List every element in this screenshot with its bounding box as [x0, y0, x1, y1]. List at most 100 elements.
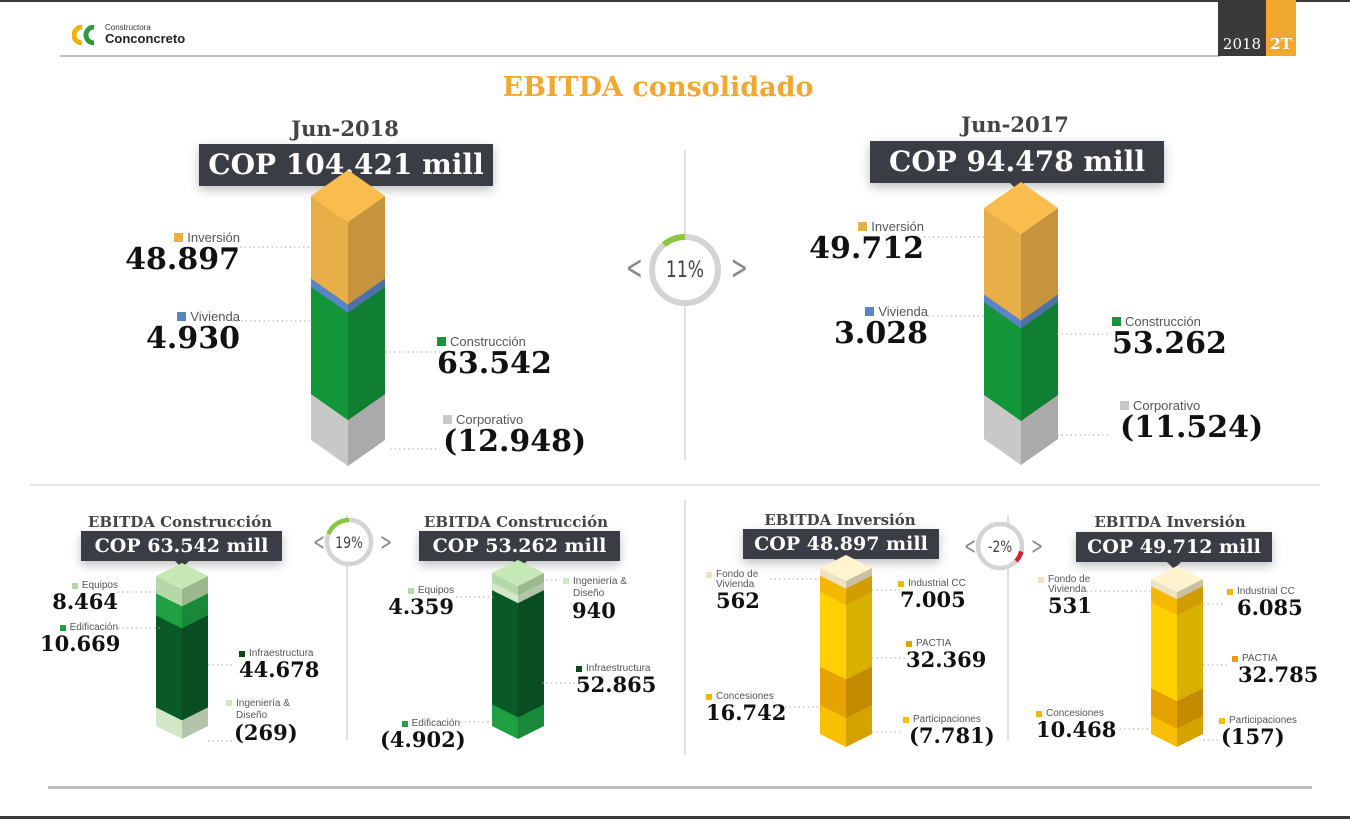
divider-bottom-center	[684, 500, 686, 755]
section-title-inversion-2018: EBITDA Inversión	[764, 511, 916, 529]
legend-swatch-corporativo	[1120, 401, 1129, 410]
legend-swatch-industrial	[898, 580, 904, 587]
label-vivienda-2017: Vivienda 3.028	[800, 304, 928, 349]
legend-swatch-construccion	[1112, 317, 1121, 326]
segment-top-face	[311, 170, 385, 222]
ring-progress-arc	[662, 234, 686, 247]
segment-right-face	[846, 591, 872, 691]
category-name: Vivienda	[190, 309, 240, 324]
segment-top-face	[156, 563, 208, 589]
category-name: Industrial CC	[1237, 586, 1295, 597]
category-value: (4.902)	[380, 727, 466, 752]
legend-swatch-participaciones	[1219, 717, 1225, 724]
category-name: Edificación	[69, 622, 118, 633]
section-title-inversion-2017: EBITDA Inversión	[1094, 513, 1246, 531]
category-value: (11.524)	[1120, 410, 1264, 445]
category-name: Infraestructura	[249, 648, 314, 659]
legend-swatch-inversion	[858, 222, 868, 231]
period-title-2017: Jun-2017	[961, 112, 1069, 137]
label-corporativo-2017: Corporativo (11.524)	[1120, 398, 1263, 443]
ring-progress-arc	[326, 517, 350, 535]
segment-top-face	[820, 555, 872, 581]
logo-small-text: Constructora	[105, 23, 151, 32]
legend-swatch-construccion	[437, 337, 446, 346]
segment-right-face	[1021, 394, 1058, 465]
segment-left-face	[311, 394, 348, 466]
period-badge: 2018 2T	[1218, 0, 1296, 56]
legend-swatch-ingenieria	[226, 700, 232, 706]
category-name: Vivienda	[878, 304, 928, 319]
category-value: 63.542	[437, 346, 552, 381]
legend-swatch-infraestructura	[576, 665, 582, 672]
badge-year: 2018	[1218, 0, 1266, 56]
prev-chevron-icon[interactable]: <	[313, 528, 326, 556]
category-value: 10.468	[1036, 717, 1117, 742]
segment-right-face	[1177, 602, 1203, 713]
section-title-construccion-2017: EBITDA Construcción	[423, 513, 609, 531]
variation-ring	[975, 521, 1025, 571]
segment-top-face	[1151, 566, 1203, 592]
category-name: Ingeniería & Diseño	[573, 576, 627, 599]
legend-swatch-pactia	[906, 640, 912, 647]
next-chevron-icon[interactable]: >	[380, 528, 393, 556]
ring-progress-arc	[1014, 550, 1024, 563]
footer-rule	[48, 786, 1312, 789]
legend-swatch-infraestructura	[239, 650, 245, 657]
label-ingenieria-c17: Ingeniería & Diseño 940	[563, 576, 629, 621]
legend-swatch-inversion	[174, 233, 184, 242]
segment-right-face	[846, 705, 872, 747]
legend-swatch-equipos	[71, 582, 78, 589]
variation-ring	[649, 234, 721, 306]
period-title-2018: Jun-2018	[291, 116, 399, 141]
label-industrial-i18: Industrial CC 7.005	[898, 578, 966, 610]
label-equipos-c18: Equipos 8.464	[40, 580, 118, 612]
divider-bottom-left	[346, 515, 348, 740]
label-participaciones-i18: Participaciones (7.781)	[903, 714, 995, 746]
logo: Constructora Conconcreto	[72, 24, 185, 45]
label-concesiones-i17: Concesiones 10.468	[1036, 708, 1116, 740]
prev-chevron-icon[interactable]: <	[964, 532, 977, 560]
badge-quarter: 2T	[1266, 0, 1296, 56]
category-name: Concesiones	[716, 691, 774, 702]
category-name: Corporativo	[456, 412, 524, 427]
legend-swatch-concesiones	[1036, 710, 1042, 717]
category-value: 16.742	[706, 700, 787, 725]
logo-icon	[72, 24, 95, 45]
category-value: 3.028	[834, 316, 928, 351]
category-value: (12.948)	[443, 424, 587, 459]
category-value: 8.464	[52, 589, 118, 614]
category-value: 7.005	[900, 587, 966, 612]
variation-label: 19%	[335, 532, 363, 552]
segment-left-face	[1151, 602, 1177, 713]
category-value: 53.262	[1112, 326, 1227, 361]
segment-left-face	[156, 615, 182, 732]
ring-track	[975, 521, 1025, 571]
prev-chevron-icon[interactable]: <	[625, 248, 643, 288]
category-value: 52.865	[576, 672, 657, 697]
label-pactia-i18: PACTIA 32.369	[906, 638, 986, 670]
next-chevron-icon[interactable]: >	[1031, 532, 1044, 560]
segment-left-face	[1151, 715, 1177, 747]
bottom-border	[0, 816, 1350, 819]
legend-swatch-ingenieria	[563, 578, 569, 584]
segment-right-face	[518, 704, 544, 739]
legend-swatch-industrial	[1227, 588, 1233, 595]
next-chevron-icon[interactable]: >	[730, 248, 748, 288]
variation-consolidado: 11%	[648, 233, 722, 307]
segment-left-face	[492, 704, 518, 739]
label-pactia-i17: PACTIA 32.785	[1232, 653, 1318, 685]
legend-swatch-vivienda	[177, 312, 187, 321]
category-value: 49.712	[809, 231, 924, 266]
label-edificacion-c18: Edificación 10.669	[40, 622, 120, 654]
category-name: Fondo de Vivienda	[716, 569, 759, 590]
label-ingenieria-c18: Ingeniería & Diseño (269)	[226, 698, 298, 743]
segment-right-face	[182, 615, 208, 732]
total-callout-2017: COP 94.478 mill	[870, 141, 1164, 190]
segment-left-face	[156, 707, 182, 739]
segment-top-face	[984, 182, 1058, 234]
segment-left-face	[820, 591, 846, 691]
